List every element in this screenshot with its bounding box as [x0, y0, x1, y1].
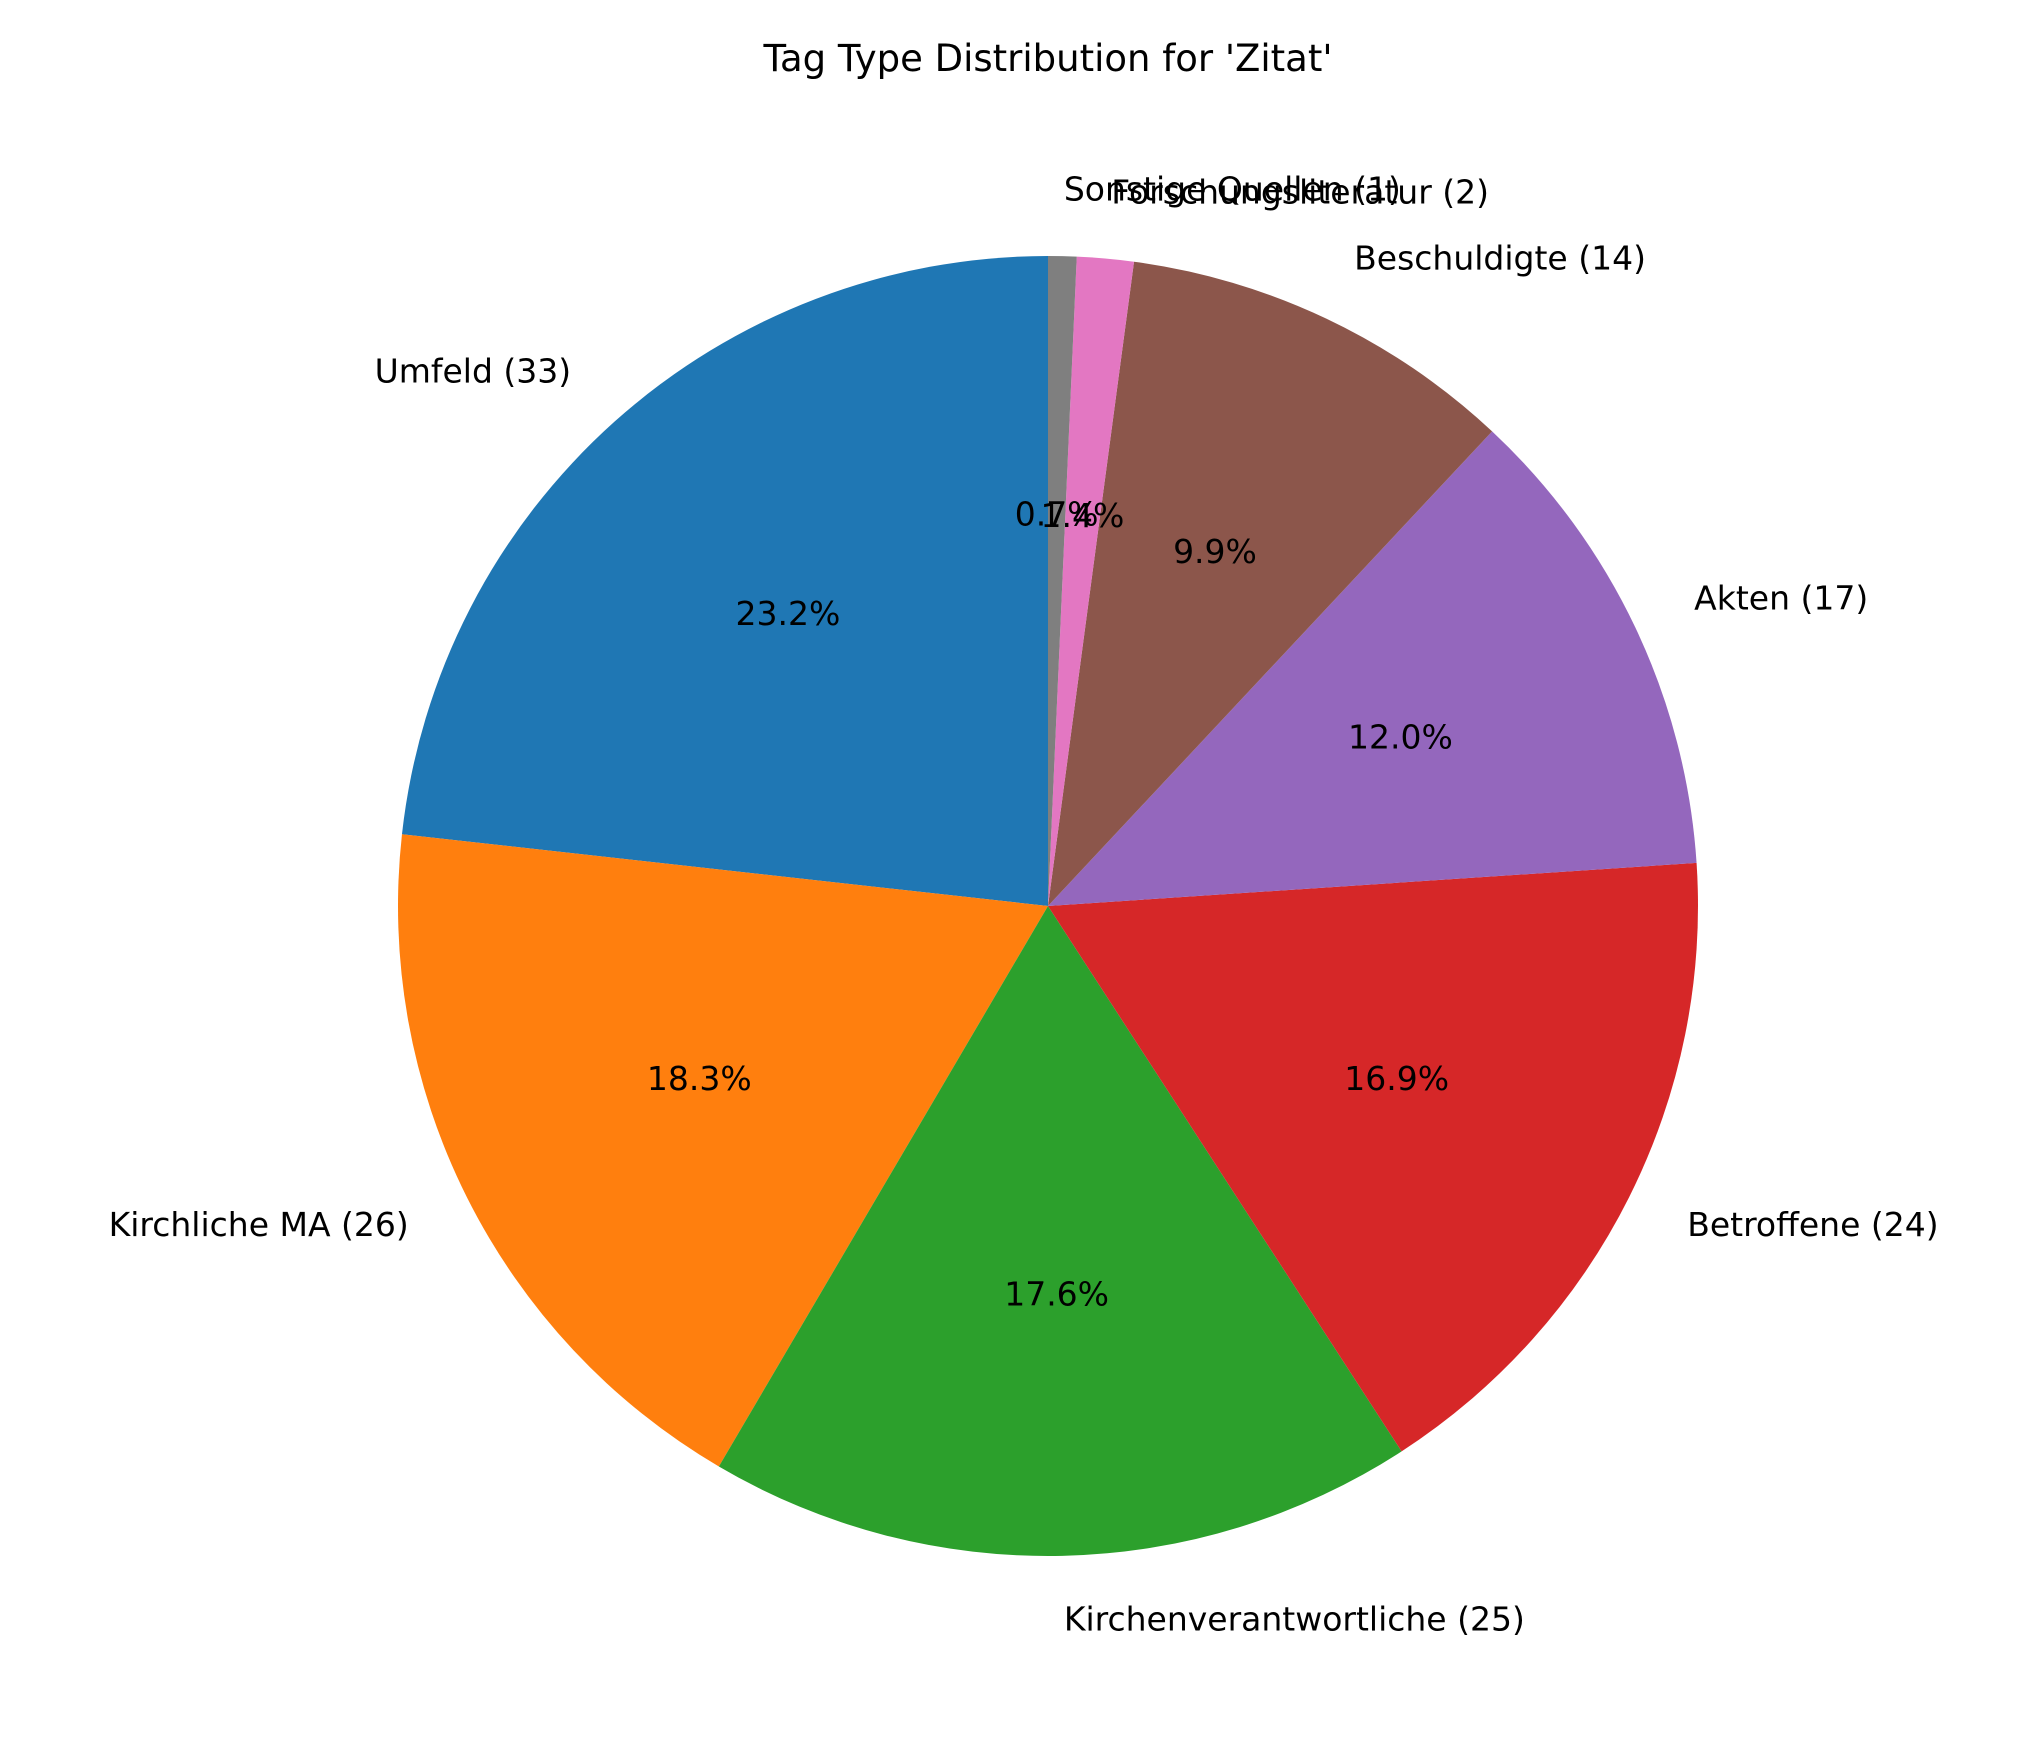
chart-title: Tag Type Distribution for 'Zitat' — [762, 37, 1332, 80]
slice-label-forschungsliteratur: Forschungsliteratur (2) — [1111, 172, 1489, 211]
pie-slice-akten — [1048, 431, 1697, 906]
pie-slice-forschungsliteratur — [1048, 256, 1135, 906]
pie-slices — [398, 256, 1698, 1556]
pie-labels: Umfeld (33) Kirchliche MA (26) Kirchenvera… — [109, 170, 1939, 1639]
slice-label-kirchenverantwortliche: Kirchenverantwortliche (25) — [1064, 1599, 1525, 1638]
slice-label-kirchliche-ma: Kirchliche MA (26) — [109, 1205, 409, 1244]
pie-slice-kirchenverantwortliche — [718, 906, 1402, 1556]
slice-label-umfeld: Umfeld (33) — [375, 352, 572, 391]
percent-label-beschuldigte: 9.9% — [1173, 532, 1257, 571]
slice-label-betroffene: Betroffene (24) — [1687, 1205, 1938, 1244]
percent-label-kirchliche-ma: 18.3% — [647, 1059, 752, 1098]
percent-label-kirchenverantwortliche: 17.6% — [1004, 1274, 1109, 1313]
percent-label-umfeld: 23.2% — [735, 594, 840, 633]
slice-label-akten: Akten (17) — [1694, 578, 1868, 617]
percent-label-akten: 12.0% — [1348, 718, 1453, 757]
pie-slice-kirchliche-ma — [398, 834, 1048, 1467]
pie-percent-labels: 23.2% 18.3% 17.6% 16.9% 12.0% 9.9% 1.4%0.7% — [647, 495, 1453, 1314]
pie-slice-umfeld — [401, 256, 1048, 906]
slice-label-beschuldigte: Beschuldigte (14) — [1354, 238, 1646, 277]
pie-slice-betroffene — [1048, 862, 1698, 1452]
percent-label-betroffene: 16.9% — [1344, 1059, 1449, 1098]
pie-slice-sonstige-quellen — [1048, 256, 1077, 906]
slice-label-sonstige-quellen: Sonstige Quellen (1) — [1064, 170, 1401, 209]
percent-label-sonstige-quellen: 0.7% — [1015, 495, 1099, 534]
pie-slice-beschuldigte — [1048, 261, 1493, 906]
percent-label-forschungsliteratur: 1.4% — [1041, 496, 1125, 535]
